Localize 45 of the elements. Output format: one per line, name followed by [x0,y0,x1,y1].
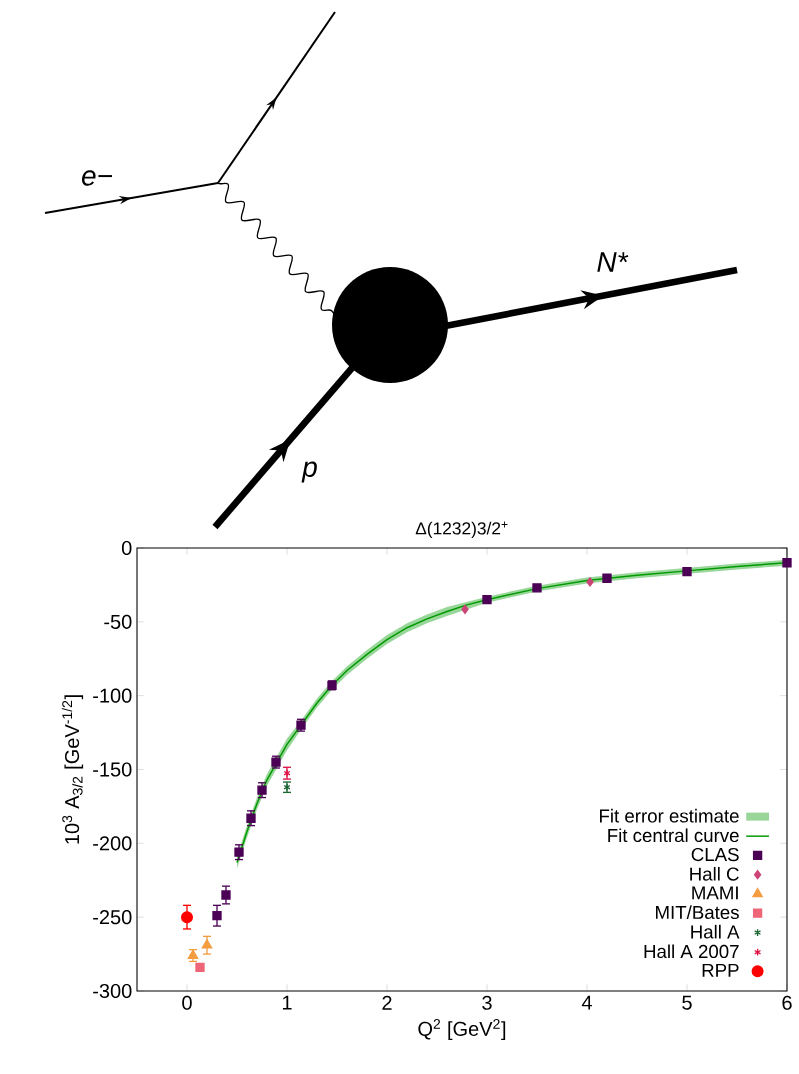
legend-label: CLAS [691,847,739,862]
x-tick-label: 2 [382,995,392,1010]
text: p [301,461,317,483]
point [181,911,193,924]
point [461,604,469,614]
y-axis-title: 10$^{3}$ A$_{3/2}$ [GeV$^{-1/2}$] [61,695,84,844]
point [602,573,612,583]
y-tick-label: 0 [121,540,132,556]
legend-label: Fit central curve [608,828,739,843]
legend-label: Hall A 2007 [644,944,739,959]
x-axis-title: Q$^{2}$ [GeV$^{2}$] [418,1019,506,1040]
point [195,962,205,973]
point [246,813,256,823]
point [532,583,542,593]
legend-label: RPP [702,963,739,977]
point [586,577,594,587]
point [201,939,213,949]
point [682,566,692,577]
y-tick-label: -300 [93,983,132,999]
legend-label: Hall C [690,866,739,881]
point [221,890,231,900]
y-tick-label: -200 [93,836,132,851]
annotation: Fit error estimate [600,808,739,823]
x-tick-label: 6 [782,995,792,1010]
legend-label: MAMI [692,886,738,900]
point [782,558,792,568]
y-tick-label: -50 [104,614,132,629]
y-tick-label: -100 [93,688,132,703]
y-tick-label: -150 [93,762,132,777]
point [212,911,222,921]
x-tick-label: 3 [482,995,492,1010]
x-tick-label: 0 [182,995,192,1010]
text: e− [81,170,112,186]
y-tick-label: -250 [93,910,132,925]
point [482,595,492,605]
point [257,785,267,795]
legend-label: MIT/Bates [656,905,739,920]
point [234,847,244,857]
x-tick-label: 5 [682,995,692,1010]
x-tick-label: 4 [581,995,592,1010]
legend-label: Hall A [691,924,740,939]
x-tick-label: 1 [282,995,292,1010]
text: N* [597,252,629,272]
chart-title: Δ(1232)3/2$^{+}$ [415,521,508,538]
point [187,949,199,959]
